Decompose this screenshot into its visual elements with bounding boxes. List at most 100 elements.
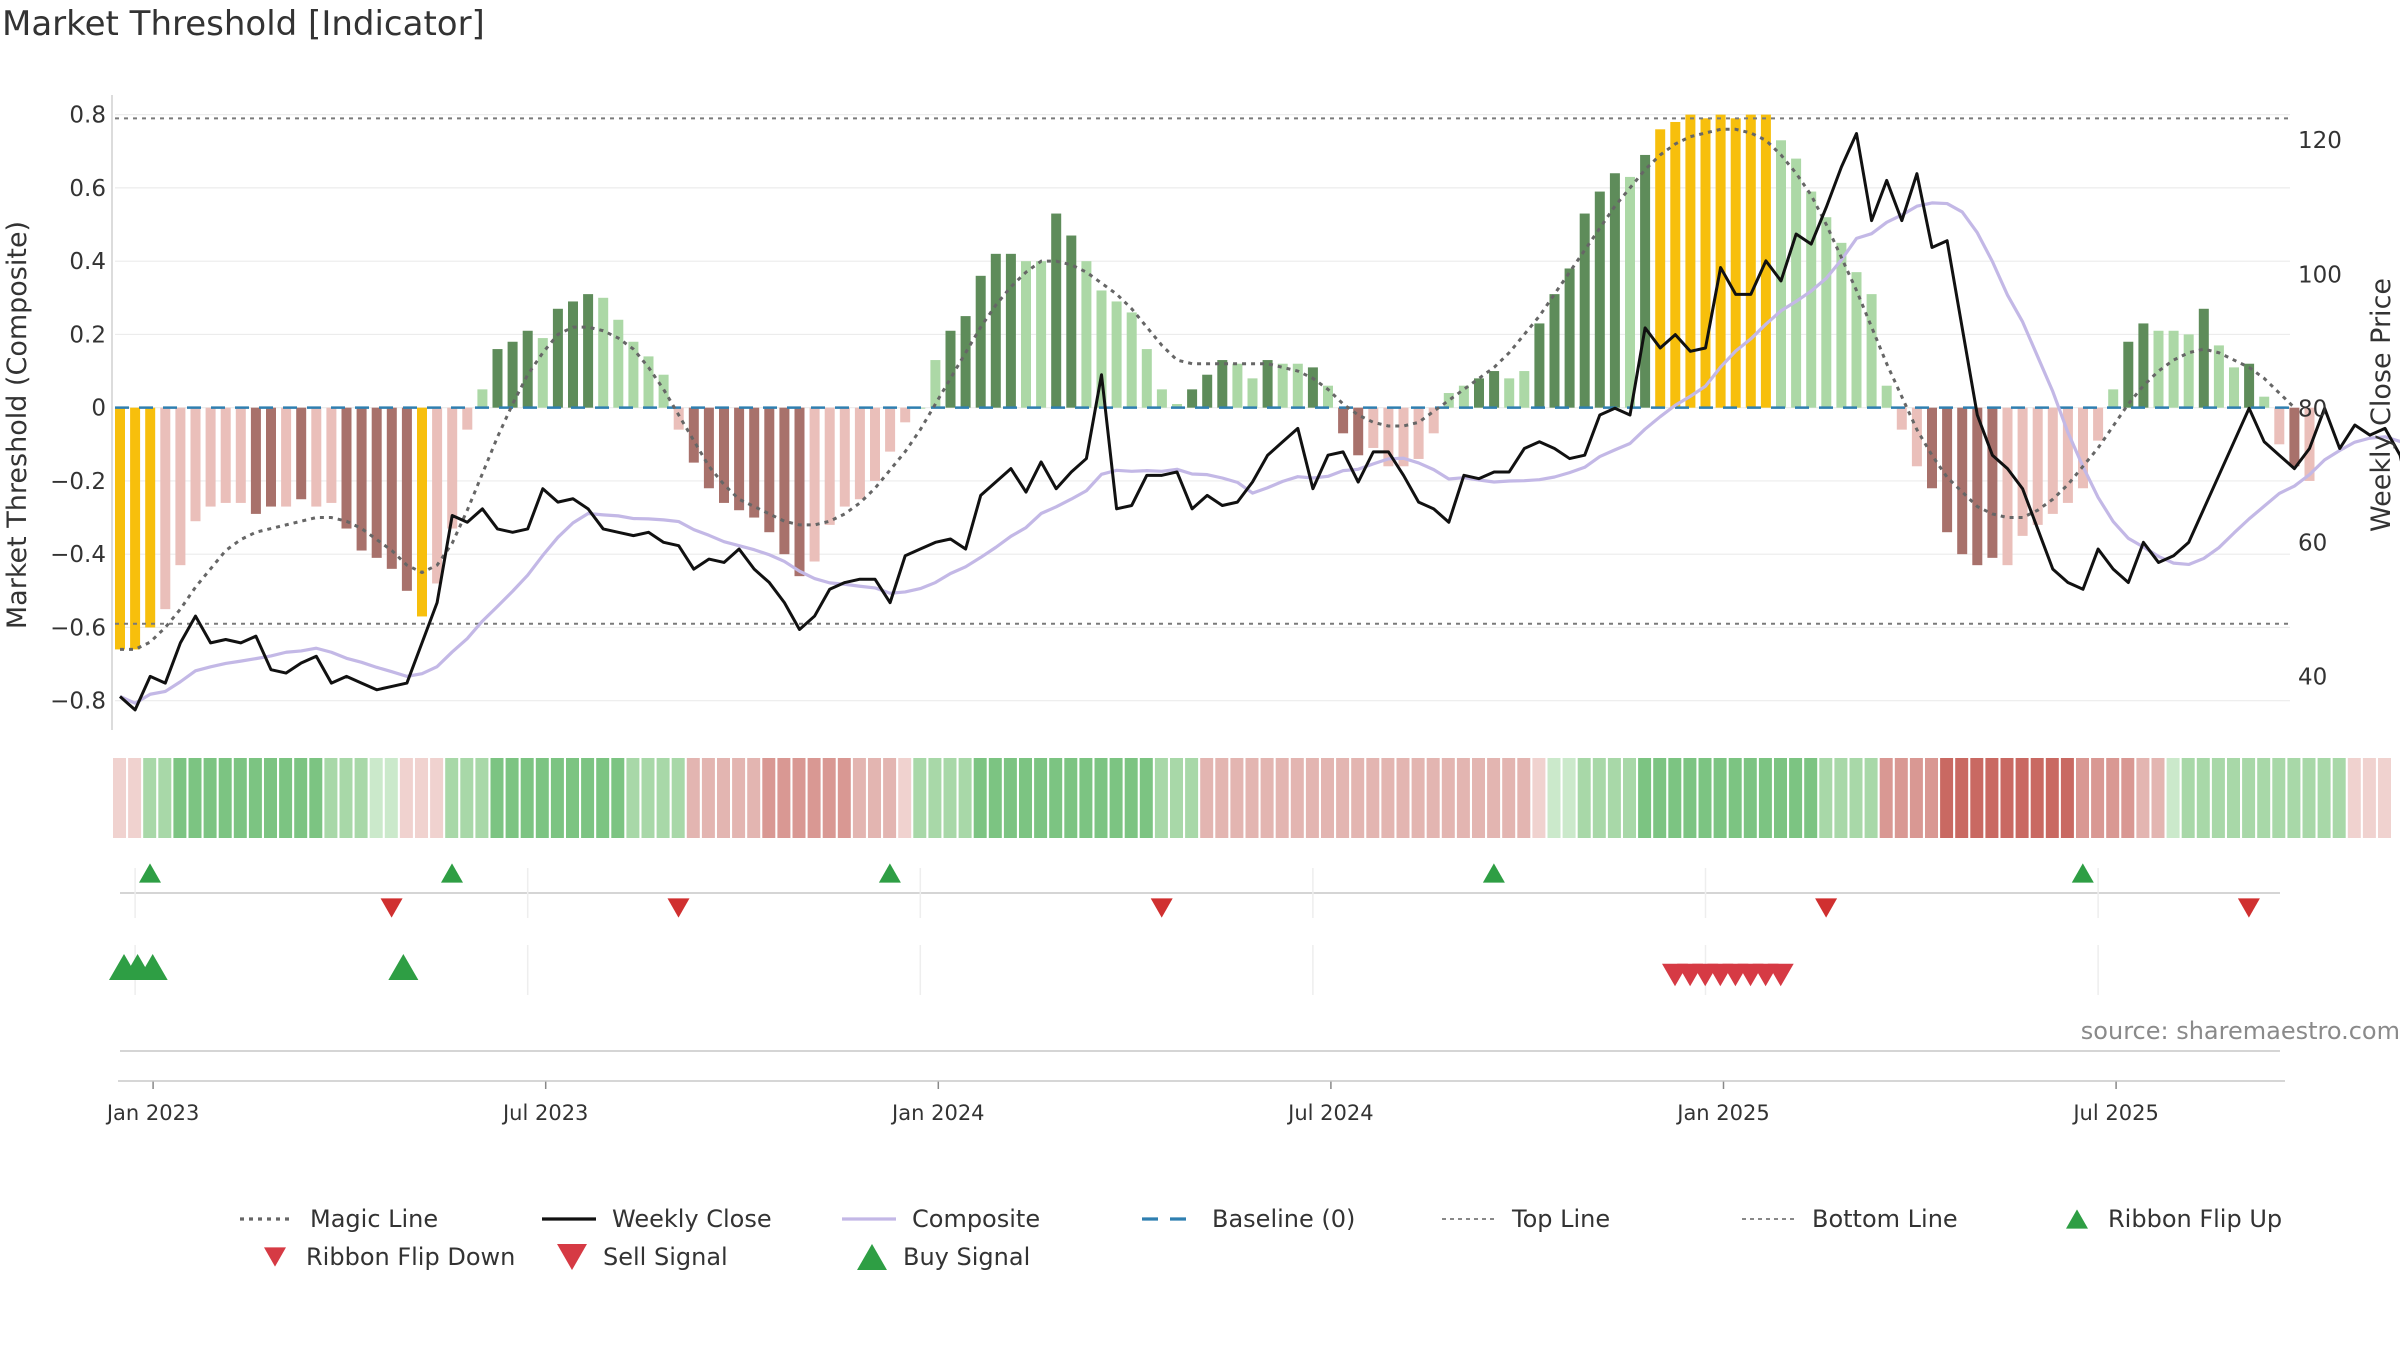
ribbon-flip-down-marker	[2237, 898, 2260, 918]
ribbon-cell	[264, 758, 277, 838]
ribbon-cell	[747, 758, 761, 838]
composite-bar	[1081, 261, 1092, 408]
composite-bar	[311, 407, 322, 507]
ribbon-cell	[1456, 758, 1470, 838]
x-tick-label: Jan 2025	[1675, 1101, 1770, 1125]
ribbon-cell	[2378, 758, 2391, 838]
composite-bar	[719, 407, 729, 503]
composite-bar	[250, 407, 261, 514]
ribbon-cell	[1094, 758, 1108, 838]
composite-bar	[1640, 154, 1651, 408]
signal-rows	[109, 863, 2285, 1082]
ribbon-cell	[1049, 758, 1063, 838]
composite-bar	[1549, 294, 1560, 408]
composite-bar	[2123, 341, 2134, 408]
legend-swatch	[542, 1217, 596, 1221]
ribbon-cell	[1351, 758, 1365, 838]
ribbon-cell	[1517, 758, 1531, 838]
ribbon-cell	[1260, 758, 1274, 838]
composite-bar	[462, 407, 473, 430]
composite-bar	[1353, 407, 1364, 456]
composite-bar	[885, 407, 896, 452]
composite-bar	[1277, 363, 1288, 408]
ribbon-cell	[1758, 758, 1772, 838]
composite-bar	[1534, 323, 1545, 408]
composite-bar	[1806, 191, 1817, 408]
ribbon-cell	[445, 758, 459, 838]
composite-bar	[839, 407, 850, 507]
ribbon-cell	[701, 758, 715, 838]
ribbon-cell	[2181, 758, 2195, 838]
composite-bar	[1368, 407, 1379, 448]
composite-bar	[1821, 217, 1832, 408]
legend-item: Ribbon Flip Down	[258, 1243, 515, 1271]
ribbon-cell	[2302, 758, 2316, 838]
ribbon-cell	[792, 758, 806, 838]
ribbon-cell	[868, 758, 881, 838]
ribbon-cell	[2227, 758, 2240, 838]
legend-item: Ribbon Flip Up	[2060, 1205, 2282, 1233]
legend-item: Bottom Line	[1740, 1205, 1958, 1233]
composite-bar	[130, 407, 141, 650]
composite-bar	[794, 407, 805, 577]
ribbon-cell	[1743, 758, 1757, 838]
ribbon-cell	[913, 758, 927, 838]
composite-bar	[643, 356, 654, 408]
ribbon-cell	[2317, 758, 2331, 838]
ribbon-cell	[1290, 758, 1304, 838]
legend-item: Sell Signal	[555, 1243, 728, 1271]
ribbon-cell	[581, 758, 595, 838]
ribbon-cell	[218, 758, 232, 838]
y-right-tick-label: 80	[2298, 396, 2327, 422]
composite-bar	[779, 407, 790, 555]
legend-label: Magic Line	[310, 1205, 439, 1233]
composite-bar	[749, 407, 760, 518]
ribbon-cell	[550, 758, 564, 838]
composite-bar	[1474, 378, 1484, 408]
composite-bar	[975, 275, 986, 408]
composite-bar	[1564, 268, 1575, 408]
ribbon-cell	[1789, 758, 1803, 838]
composite-bar	[1489, 371, 1500, 408]
magic-line	[120, 127, 2296, 651]
composite-bar	[356, 407, 367, 551]
composite-bar	[2289, 407, 2300, 467]
composite-bar	[673, 407, 684, 430]
legend-swatch	[2066, 1209, 2088, 1229]
ribbon-cell	[2272, 758, 2286, 838]
composite-bar	[1942, 407, 1953, 533]
composite-bar	[1866, 294, 1877, 408]
composite-bar	[1187, 389, 1198, 408]
composite-bar	[1927, 407, 1937, 489]
ribbon-cell	[2076, 758, 2089, 838]
composite-bar	[1881, 385, 1892, 408]
ribbon-cell	[1336, 758, 1350, 838]
ribbon-cell	[1381, 758, 1395, 838]
y-left-tick-label: 0.4	[69, 249, 106, 275]
composite-bar	[583, 294, 594, 408]
ribbon-cell	[1668, 758, 1682, 838]
ribbon-cell	[777, 758, 791, 838]
ribbon-cell	[520, 758, 534, 838]
ribbon-cell	[2166, 758, 2180, 838]
ribbon-cell	[2030, 758, 2044, 838]
composite-bar	[824, 407, 835, 525]
ribbon-cell	[822, 758, 836, 838]
composite-bar	[2244, 363, 2255, 408]
ribbon-cell	[566, 758, 579, 838]
composite-bar	[1594, 191, 1605, 408]
composite-bar	[930, 360, 941, 408]
composite-bar	[854, 407, 865, 500]
reference-lines	[115, 117, 2290, 625]
ribbon-cell	[430, 758, 444, 838]
ribbon-cell	[807, 758, 821, 838]
ribbon-cell	[2121, 758, 2135, 838]
ribbon-cell	[188, 758, 202, 838]
ribbon-cell	[2091, 758, 2105, 838]
legend-item: Weekly Close	[540, 1205, 772, 1233]
ribbon-cell	[309, 758, 323, 838]
ribbon-cell	[1577, 758, 1591, 838]
y-left-tick-label: −0.2	[50, 469, 106, 495]
composite-bar	[326, 407, 337, 503]
ribbon-cell	[1864, 758, 1878, 838]
